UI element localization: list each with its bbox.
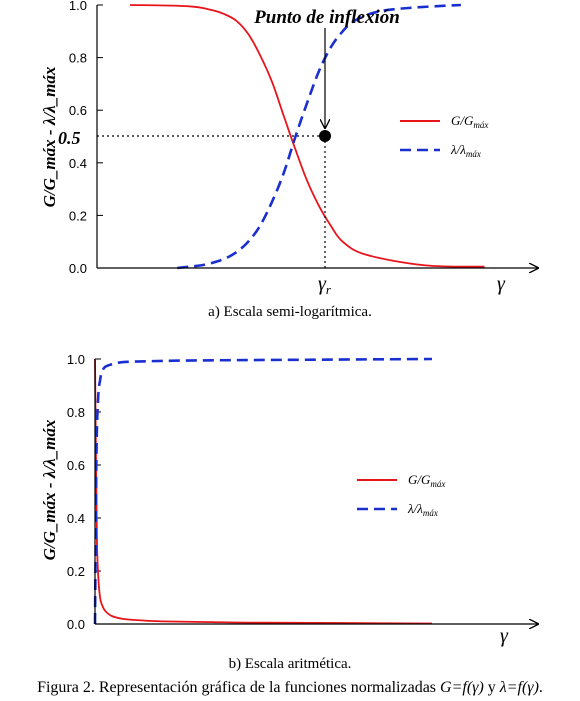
chart-b-legend-lambda-label-base: λ/λ [407, 501, 423, 516]
chart-a: G/G_máx - λ/λ_máx 0.0 0.2 0.4 0.6 0.8 1.0 Pun… [40, 0, 538, 320]
inflection-x-label-base: γ [318, 273, 327, 295]
chart-b: G/G_máx - λ/λ_máx 0.0 0.2 0.4 0.6 0.8 1.0 γ G… [40, 352, 538, 672]
chart-a-y-tick-label: 0.4 [69, 156, 87, 171]
chart-a-y-axis-label-text: G/G_máx - λ/λ_máx [40, 66, 59, 207]
chart-b-y-ticks: 0.0 0.2 0.4 0.6 0.8 1.0 [67, 352, 101, 632]
inflection-x-label: γr [318, 273, 332, 297]
figure-caption-part: . [539, 679, 543, 696]
chart-b-legend-g-label-base: G/G [408, 472, 431, 487]
chart-a-legend-g-label: G/Gmáx [451, 113, 488, 130]
chart-b-y-tick-label: 0.8 [67, 405, 85, 420]
chart-b-y-axis-label: G/G_máx - λ/λ_máx [40, 419, 59, 560]
chart-b-y-tick-label: 0.2 [67, 564, 85, 579]
caption-a: a) Escala semi-logarítmica. [208, 304, 372, 320]
chart-a-y-axis-label: G/G_máx - λ/λ_máx [40, 66, 59, 207]
chart-b-legend-lambda-label: λ/λmáx [407, 501, 438, 518]
chart-a-series [129, 3, 485, 270]
figure-caption-part: y [484, 679, 500, 696]
chart-a-y-tick-label: 0.0 [69, 261, 87, 276]
inflection-point-marker [319, 130, 331, 142]
chart-a-y-tick-label: 0.6 [69, 103, 87, 118]
figure-caption-part: Figura 2. Representación gráfica de la f… [37, 679, 440, 696]
chart-a-series-lambda-line [177, 3, 461, 270]
chart-b-series [93, 357, 433, 625]
chart-b-legend-g-label-sub: máx [430, 479, 445, 489]
chart-a-y-tick-label: 0.8 [69, 51, 87, 66]
chart-a-legend-lambda-label: λ/λmáx [450, 142, 481, 159]
chart-b-series-lambda-line [93, 357, 433, 625]
chart-a-y-ticks: 0.0 0.2 0.4 0.6 0.8 1.0 [69, 0, 103, 276]
inflection-y-label: 0.5 [58, 128, 81, 148]
chart-b-y-axis-label-text: G/G_máx - λ/λ_máx [40, 419, 59, 560]
chart-b-y-tick-label: 0.4 [67, 511, 85, 526]
figure-caption-part: G=f(γ) [440, 679, 484, 696]
chart-a-y-tick-label: 1.0 [69, 0, 87, 13]
chart-b-x-axis-label: γ [500, 625, 509, 647]
chart-a-x-axis-label: γ [497, 273, 506, 295]
chart-a-y-tick-label: 0.2 [69, 208, 87, 223]
chart-b-y-tick-label: 0.6 [67, 458, 85, 473]
figure-caption-part: λ=f(γ) [499, 679, 539, 696]
chart-a-legend-lambda-label-base: λ/λ [450, 142, 466, 157]
chart-b-series-g-line [94, 358, 433, 625]
chart-b-axes [94, 359, 538, 624]
chart-b-y-tick-label: 0.0 [67, 617, 85, 632]
caption-b: b) Escala aritmética. [229, 656, 352, 672]
figure-caption: Figura 2. Representación gráfica de la f… [37, 679, 543, 696]
inflection-annotation: Punto de inflexión [253, 7, 400, 28]
chart-a-legend-g-label-base: G/G [451, 113, 474, 128]
chart-b-legend-g-label: G/Gmáx [408, 472, 445, 489]
chart-a-legend: G/Gmáx λ/λmáx [400, 113, 488, 159]
chart-a-series-g-line [129, 4, 485, 268]
chart-b-legend: G/Gmáx λ/λmáx [357, 472, 445, 518]
chart-a-legend-lambda-label-sub: máx [466, 149, 481, 159]
inflection-x-label-sub: r [326, 282, 332, 297]
chart-a-legend-g-label-sub: máx [473, 120, 488, 130]
chart-b-y-tick-label: 1.0 [67, 352, 85, 367]
chart-b-legend-lambda-label-sub: máx [423, 508, 438, 518]
